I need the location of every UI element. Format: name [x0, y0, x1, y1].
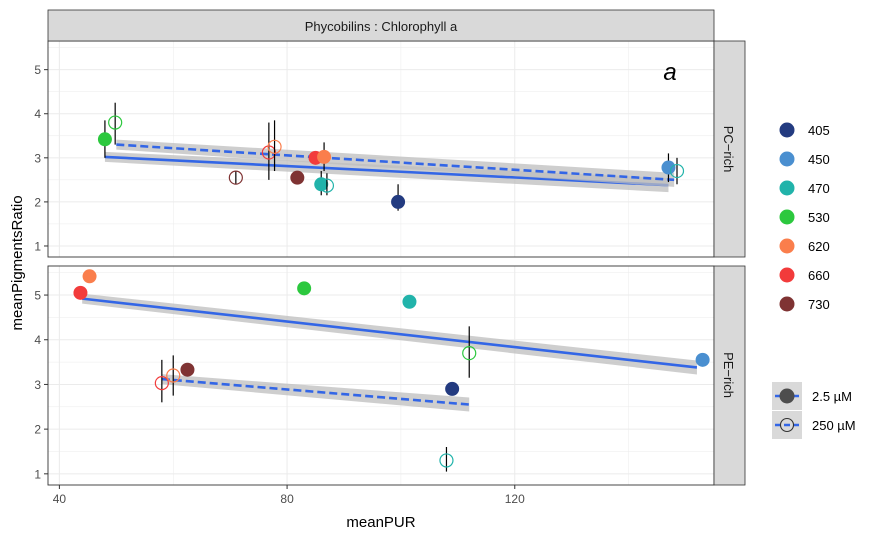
- strip-panel-1: [713, 40, 746, 258]
- fit-layer: [82, 139, 698, 412]
- data-point-open: [154, 375, 169, 391]
- legend-label-620: 620: [808, 239, 830, 254]
- x-axis-title: meanPUR: [346, 514, 415, 531]
- data-point-filled: [297, 281, 312, 296]
- legend-swatch-450: [779, 151, 795, 167]
- facet-strip-top: [47, 9, 715, 42]
- y-tick-label: 5: [34, 289, 41, 303]
- legend-label-450: 450: [808, 152, 830, 167]
- data-point-filled: [97, 132, 112, 147]
- facet-title: Phycobilins : Chlorophyll a: [305, 19, 458, 34]
- data-point-filled: [391, 194, 406, 209]
- panel-background: [48, 266, 714, 485]
- data-point-open: [669, 163, 685, 179]
- legend-key-marker-open: [779, 417, 795, 433]
- strip-panel-2: [713, 265, 746, 486]
- y-tick-label: 2: [34, 423, 41, 437]
- grid-layer: [48, 41, 714, 485]
- y-tick-label: 5: [34, 63, 41, 77]
- data-point-open: [228, 170, 243, 185]
- fit-line-2.5: [104, 155, 669, 187]
- x-tick-label: 120: [505, 492, 525, 506]
- data-point-open: [267, 139, 282, 154]
- legend-swatch-470: [779, 180, 795, 196]
- data-point-filled: [180, 362, 195, 377]
- data-point-open: [462, 346, 477, 361]
- legend-concentration: 2.5 µM 250 µM: [772, 382, 856, 439]
- x-tick-label: 40: [53, 492, 67, 506]
- fit-line-250: [161, 377, 470, 406]
- legend-swatch-620: [779, 238, 795, 254]
- confidence-band: [161, 374, 470, 412]
- legend-wavelength: 405 450 470 530 620 660 730: [779, 122, 830, 312]
- y-tick-label: 4: [34, 107, 41, 121]
- fit-line-2.5: [82, 297, 698, 369]
- data-point-filled: [402, 294, 417, 309]
- strip-label-panel-1: PC−rich: [721, 126, 736, 173]
- data-point-open: [261, 145, 276, 160]
- point-layer: [73, 102, 710, 472]
- legend-swatch-730: [779, 296, 795, 312]
- legend-label-660: 660: [808, 268, 830, 283]
- data-point-filled: [661, 160, 676, 175]
- y-tick-label: 1: [34, 239, 41, 253]
- data-point-filled: [290, 170, 305, 185]
- data-point-filled: [695, 352, 710, 367]
- legend-label-470: 470: [808, 181, 830, 196]
- panel-label: a: [663, 59, 676, 86]
- legend-label-405: 405: [808, 123, 830, 138]
- legend-label-730: 730: [808, 297, 830, 312]
- legend-label-530: 530: [808, 210, 830, 225]
- x-tick-label: 80: [280, 492, 294, 506]
- y-axis-title: meanPigmentsRatio: [9, 195, 26, 330]
- data-point-filled: [314, 177, 329, 192]
- data-point-open: [166, 368, 181, 383]
- data-point-filled: [445, 381, 460, 396]
- data-point-open: [439, 453, 454, 468]
- legend-concentration-label: 2.5 µM: [812, 389, 852, 404]
- legend-key-marker-filled: [779, 388, 795, 404]
- y-tick-label: 2: [34, 195, 41, 209]
- y-tick-label: 3: [34, 378, 41, 392]
- data-point-filled: [317, 149, 332, 164]
- y-tick-label: 3: [34, 151, 41, 165]
- strip-label-panel-2: PE−rich: [721, 352, 736, 398]
- legend-swatch-405: [779, 122, 795, 138]
- legend-concentration-label: 250 µM: [812, 418, 856, 433]
- legend-swatch-660: [779, 267, 795, 283]
- fit-line-250: [116, 143, 675, 182]
- legend-swatch-530: [779, 209, 795, 225]
- y-tick-label: 1: [34, 467, 41, 481]
- y-tick-label: 4: [34, 333, 41, 347]
- data-point-open: [319, 178, 335, 193]
- data-point-filled: [73, 285, 88, 300]
- data-point-filled: [82, 269, 97, 284]
- data-point-open: [108, 115, 123, 130]
